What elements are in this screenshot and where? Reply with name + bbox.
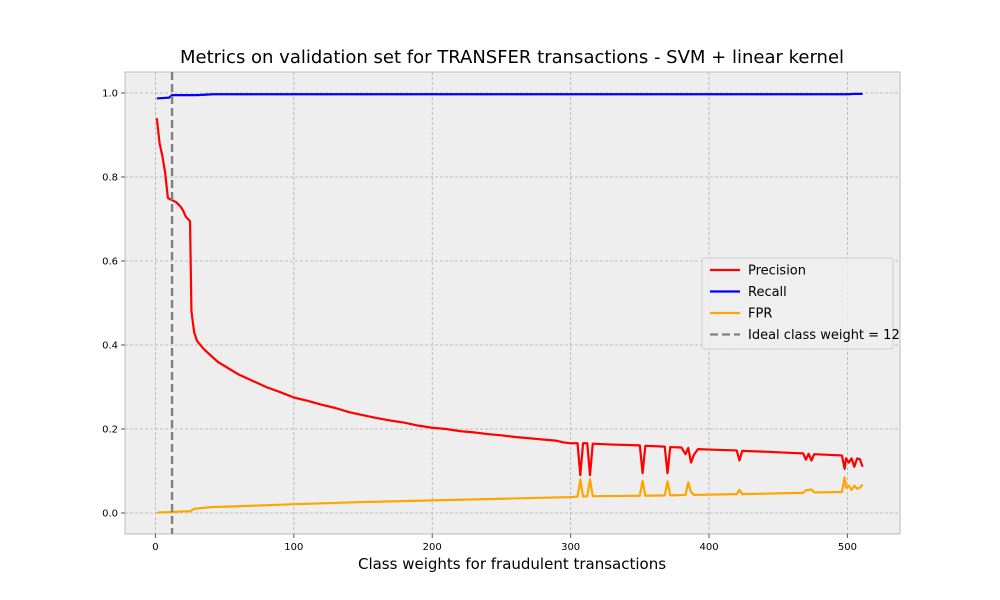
series-line-fpr (156, 476, 864, 514)
y-tick-label: 0.8 (102, 173, 118, 184)
x-tick-label: 500 (838, 542, 857, 553)
y-tick-label: 0.6 (102, 257, 118, 268)
axes: 0 100 200 300 400 500 0.0 0.2 0.4 0.6 0.8 1.0 (102, 71, 901, 553)
plot-frame (124, 71, 901, 535)
legend: Precision Recall FPR Ideal class weight = 1… (701, 257, 900, 350)
y-tick-label: 0.2 (102, 425, 118, 436)
y-tick-label: 0.0 (102, 509, 118, 520)
x-tick-label: 300 (561, 542, 580, 553)
y-tick-label: 1.0 (102, 89, 118, 100)
grid (125, 72, 900, 534)
series-layer (155, 72, 864, 534)
legend-box (701, 257, 894, 350)
x-tick-label: 200 (423, 542, 442, 553)
y-tick-label: 0.4 (102, 341, 118, 352)
x-axis-label: Class weights for fraudulent transaction… (358, 555, 666, 573)
x-tick-label: 100 (284, 542, 303, 553)
x-tick-label: 0 (152, 542, 158, 553)
series-line-recall (156, 92, 863, 100)
chart-title: Metrics on validation set for TRANSFER t… (180, 47, 844, 68)
x-tick-label: 400 (699, 542, 718, 553)
legend-label: FPR (748, 307, 772, 322)
legend-label: Ideal class weight = 12 (748, 328, 900, 343)
series-line-precision (155, 118, 864, 477)
legend-label: Precision (748, 264, 806, 279)
legend-label: Recall (748, 285, 787, 300)
